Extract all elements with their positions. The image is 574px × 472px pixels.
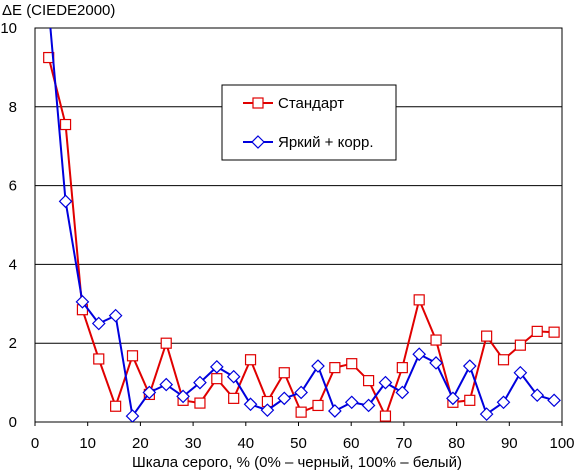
data-point <box>226 369 241 384</box>
y-tick-label: 10 <box>0 20 17 37</box>
data-point <box>75 294 90 309</box>
data-point <box>328 404 342 418</box>
x-tick-label: 100 <box>549 435 574 452</box>
data-point <box>479 407 494 421</box>
x-tick-label: 20 <box>132 435 149 452</box>
data-point <box>108 308 123 323</box>
y-tick-label: 4 <box>9 256 17 273</box>
data-point <box>295 406 307 418</box>
data-point <box>91 316 106 331</box>
data-point <box>378 375 393 390</box>
data-point <box>59 118 72 131</box>
data-point <box>260 403 275 418</box>
data-point <box>194 397 206 409</box>
data-point <box>193 375 207 390</box>
data-point <box>142 385 157 400</box>
data-point <box>126 350 139 362</box>
data-point <box>160 337 172 349</box>
data-point <box>277 391 292 406</box>
x-tick-label: 40 <box>237 435 254 452</box>
series-layer <box>43 28 561 422</box>
series-line-1 <box>49 28 555 419</box>
data-point <box>496 395 511 410</box>
x-axis-title: Шкала серого, % (0% – черный, 100% – бел… <box>132 454 462 471</box>
data-point <box>228 392 240 404</box>
data-point <box>413 294 425 306</box>
x-tick-label: 60 <box>343 435 360 452</box>
grid-lines <box>35 106 562 344</box>
data-point <box>211 373 223 385</box>
data-point <box>209 359 224 374</box>
x-tick-label: 10 <box>79 435 96 452</box>
data-point <box>429 356 443 370</box>
data-point <box>311 359 325 373</box>
x-tick-labels: 0 10 20 30 40 50 60 70 80 90 100 <box>31 422 574 452</box>
legend-label-standard: Стандарт <box>278 95 344 112</box>
y-tick-label: 6 <box>9 178 17 195</box>
data-point <box>344 395 359 410</box>
data-point <box>412 347 427 362</box>
y-tick-labels: 0 2 4 6 8 10 <box>0 20 17 431</box>
data-point <box>446 391 460 406</box>
data-point <box>430 334 442 346</box>
legend-box <box>221 84 397 161</box>
legend-label-bright: Яркий + корр. <box>278 134 374 151</box>
legend: Стандарт Яркий + корр. <box>221 84 397 161</box>
y-tick-label: 0 <box>9 414 17 431</box>
data-point <box>176 389 190 404</box>
data-point <box>497 354 510 366</box>
data-point <box>294 385 308 400</box>
series-0 <box>43 51 560 422</box>
x-tick-label: 70 <box>396 435 413 452</box>
data-point <box>514 339 526 351</box>
data-point <box>110 400 122 412</box>
series-1 <box>49 28 561 422</box>
x-tick-label: 0 <box>31 435 39 452</box>
data-point <box>362 375 375 387</box>
data-point <box>531 325 543 337</box>
x-tick-label: 50 <box>290 435 307 452</box>
data-point <box>513 365 528 380</box>
data-point <box>548 326 560 338</box>
data-point <box>379 410 392 422</box>
data-point <box>530 388 545 403</box>
data-point <box>547 393 561 408</box>
data-point <box>125 409 140 422</box>
data-point <box>312 399 324 412</box>
legend-marker-standard <box>252 97 264 109</box>
data-point <box>346 358 358 370</box>
x-tick-label: 30 <box>185 435 202 452</box>
data-point <box>481 330 493 342</box>
y-tick-label: 8 <box>9 99 17 116</box>
data-point <box>464 394 476 406</box>
data-point <box>361 398 376 413</box>
x-tick-label: 90 <box>501 435 518 452</box>
data-point <box>462 359 477 373</box>
data-point <box>329 362 341 374</box>
y-tick-label: 2 <box>9 335 17 352</box>
x-tick-label: 80 <box>448 435 465 452</box>
data-point <box>159 377 174 392</box>
data-point <box>278 367 290 379</box>
data-point <box>244 354 257 366</box>
data-point <box>243 397 258 412</box>
legend-marker-bright <box>251 135 265 149</box>
y-axis-title: ΔE (CIEDE2000) <box>2 2 115 19</box>
data-point <box>396 362 408 374</box>
data-point <box>93 353 105 365</box>
data-point <box>395 385 410 400</box>
data-point <box>58 194 73 209</box>
